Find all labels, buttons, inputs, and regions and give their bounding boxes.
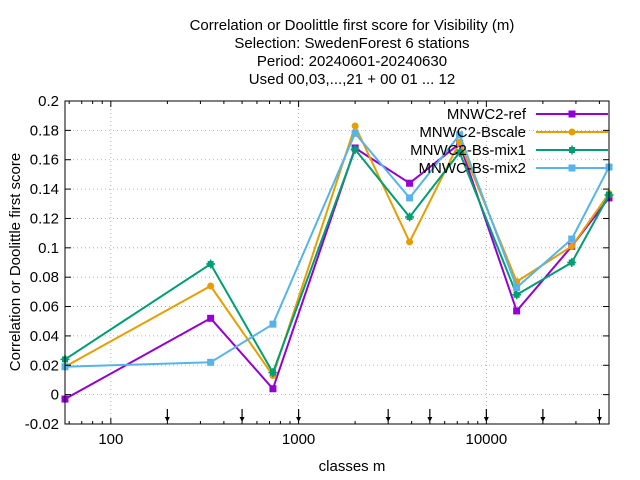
series-line-3 [64,131,610,368]
y-tick-label-1: 0 [51,387,59,404]
legend-item-2: MNWC2-Bs-mix1 [410,142,608,159]
data-point-3-3 [351,129,359,137]
series-1 [61,122,613,380]
y-tick-label-4: 0.06 [30,299,59,316]
data-point-3-2 [269,320,277,328]
class-marker-arrow-7 [596,409,602,422]
class-marker-arrow-3 [385,409,391,422]
y-tick-label-7: 0.12 [30,210,59,227]
data-point-2-5 [455,147,465,157]
y-tick-label-6: 0.1 [38,240,59,257]
class-marker-arrow-6 [540,409,546,422]
legend-label-2: MNWC2-Bs-mix1 [410,142,526,159]
data-point-0-1 [207,314,215,322]
legend: MNWC2-refMNWC2-BscaleMNWC2-Bs-mix1MNWC-B… [410,106,608,177]
y-tick-label-5: 0.08 [30,269,59,286]
title-line-4: Used 00,03,...,21 + 00 01 ... 12 [249,71,455,88]
legend-label-0: MNWC2-ref [447,106,527,123]
chart-title: Correlation or Doolittle first score for… [190,17,515,88]
data-point-2-6 [512,290,522,300]
x-tick-label-0: 100 [98,431,123,448]
y-tick-label-3: 0.04 [30,328,59,345]
y-tick-label-9: 0.16 [30,152,59,169]
title-line-1: Correlation or Doolittle first score for… [190,17,515,34]
data-point-2-2 [268,368,278,378]
data-point-0-4 [406,179,414,187]
title-line-3: Period: 20240601-20240630 [257,53,447,70]
data-point-2-1 [206,259,216,269]
data-point-1-3 [351,122,359,130]
data-point-1-4 [406,238,414,246]
y-tick-label-2: 0.02 [30,357,59,374]
y-tick-label-10: 0.18 [30,122,59,139]
data-point-1-7 [568,242,576,250]
legend-item-1: MNWC2-Bscale [419,124,608,141]
legend-item-0: MNWC2-ref [447,106,608,123]
series-3 [61,129,613,371]
plot-frame [64,100,610,425]
x-tick-label-1: 1000 [282,431,315,448]
y-tick-label-0: -0.02 [25,416,59,433]
data-point-3-1 [207,358,215,366]
class-marker-arrow-1 [239,409,245,422]
x-axis-label: classes m [319,458,386,475]
class-marker-arrow-4 [427,409,433,422]
data-point-3-6 [513,283,521,291]
data-point-3-5 [456,131,464,139]
data-point-1-1 [207,282,215,290]
y-tick-label-8: 0.14 [30,181,59,198]
data-point-0-2 [269,385,277,393]
legend-label-3: MNWC-Bs-mix2 [419,160,526,177]
data-point-2-3 [350,144,360,154]
legend-marker-3 [568,164,576,172]
series-line-1 [64,123,610,378]
y-tick-label-11: 0.2 [38,93,59,110]
data-point-0-6 [513,307,521,315]
data-point-3-7 [568,235,576,243]
grid [65,100,609,425]
class-markers [164,409,602,422]
x-tick-label-2: 10000 [465,431,507,448]
axis-ticks: -0.02 0 0.02 0.04 0.06 0.08 0.1 0.12 0.14 0.16 0.1… [25,93,609,448]
series-layer [60,122,614,403]
legend-marker-0 [568,110,576,118]
class-marker-arrow-0 [164,409,170,422]
title-line-2: Selection: SwedenForest 6 stations [234,35,469,52]
data-point-2-7 [567,258,577,267]
data-point-3-4 [406,194,414,202]
legend-marker-1 [568,128,576,136]
legend-label-1: MNWC2-Bscale [419,124,526,141]
legend-marker-2 [567,145,577,155]
y-axis-label: Correlation or Doolittle first score [7,153,24,371]
legend-item-3: MNWC-Bs-mix2 [419,160,608,177]
data-point-2-4 [405,212,415,222]
